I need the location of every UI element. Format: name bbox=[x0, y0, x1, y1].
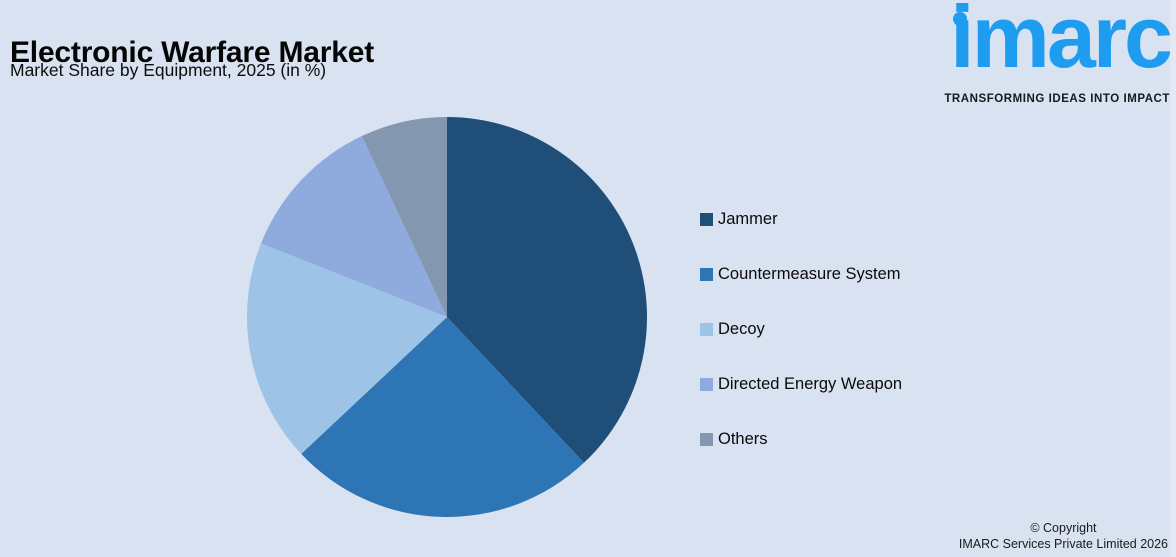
legend-swatch-directed-energy-weapon bbox=[700, 377, 713, 391]
page-title: Electronic Warfare Market bbox=[10, 36, 375, 70]
legend-swatch-decoy bbox=[700, 322, 713, 336]
copyright-line2: IMARC Services Private Limited 2026 bbox=[958, 536, 1168, 551]
pie-slice-countermeasure-system bbox=[301, 317, 584, 517]
page-subtitle: Market Share by Equipment, 2025 (in %) bbox=[10, 60, 327, 80]
pie-chart bbox=[237, 107, 657, 527]
right-edge-strip bbox=[1170, 0, 1176, 557]
imarc-logo: imarc TRANSFORMING IDEAS INTO IMPACT bbox=[938, 0, 1173, 110]
legend-label-others: Others bbox=[718, 429, 768, 448]
legend-item-directed-energy-weapon: Directed Energy Weapon bbox=[700, 375, 902, 393]
pie-slice-jammer bbox=[447, 117, 647, 463]
pie-slice-decoy bbox=[246, 243, 447, 454]
legend-label-countermeasure-system: Countermeasure System bbox=[718, 264, 901, 283]
legend-label-decoy: Decoy bbox=[718, 319, 765, 338]
pie-chart-svg bbox=[246, 117, 647, 517]
copyright-line1: © Copyright bbox=[1030, 520, 1097, 535]
imarc-logo-dot-icon bbox=[953, 12, 967, 26]
legend-item-others: Others bbox=[700, 430, 902, 448]
pie-slice-directed-energy-weapon bbox=[261, 136, 447, 317]
legend-label-jammer: Jammer bbox=[718, 209, 778, 228]
legend-item-jammer: Jammer bbox=[700, 210, 902, 228]
chart-legend: Jammer Countermeasure System Decoy Directed… bbox=[700, 210, 902, 485]
copyright-notice: © Copyright IMARC Services Private Limit… bbox=[959, 520, 1168, 553]
legend-swatch-jammer bbox=[700, 212, 713, 226]
legend-swatch-countermeasure-system bbox=[700, 267, 713, 281]
legend-label-directed-energy-weapon: Directed Energy Weapon bbox=[718, 374, 903, 393]
legend-swatch-others bbox=[700, 432, 713, 446]
legend-item-countermeasure-system: Countermeasure System bbox=[700, 265, 902, 283]
imarc-logo-text: imarc bbox=[950, 0, 1173, 86]
pie-slice-others bbox=[361, 117, 447, 317]
imarc-logo-tagline: TRANSFORMING IDEAS INTO IMPACT bbox=[944, 93, 1170, 105]
legend-item-decoy: Decoy bbox=[700, 320, 902, 338]
